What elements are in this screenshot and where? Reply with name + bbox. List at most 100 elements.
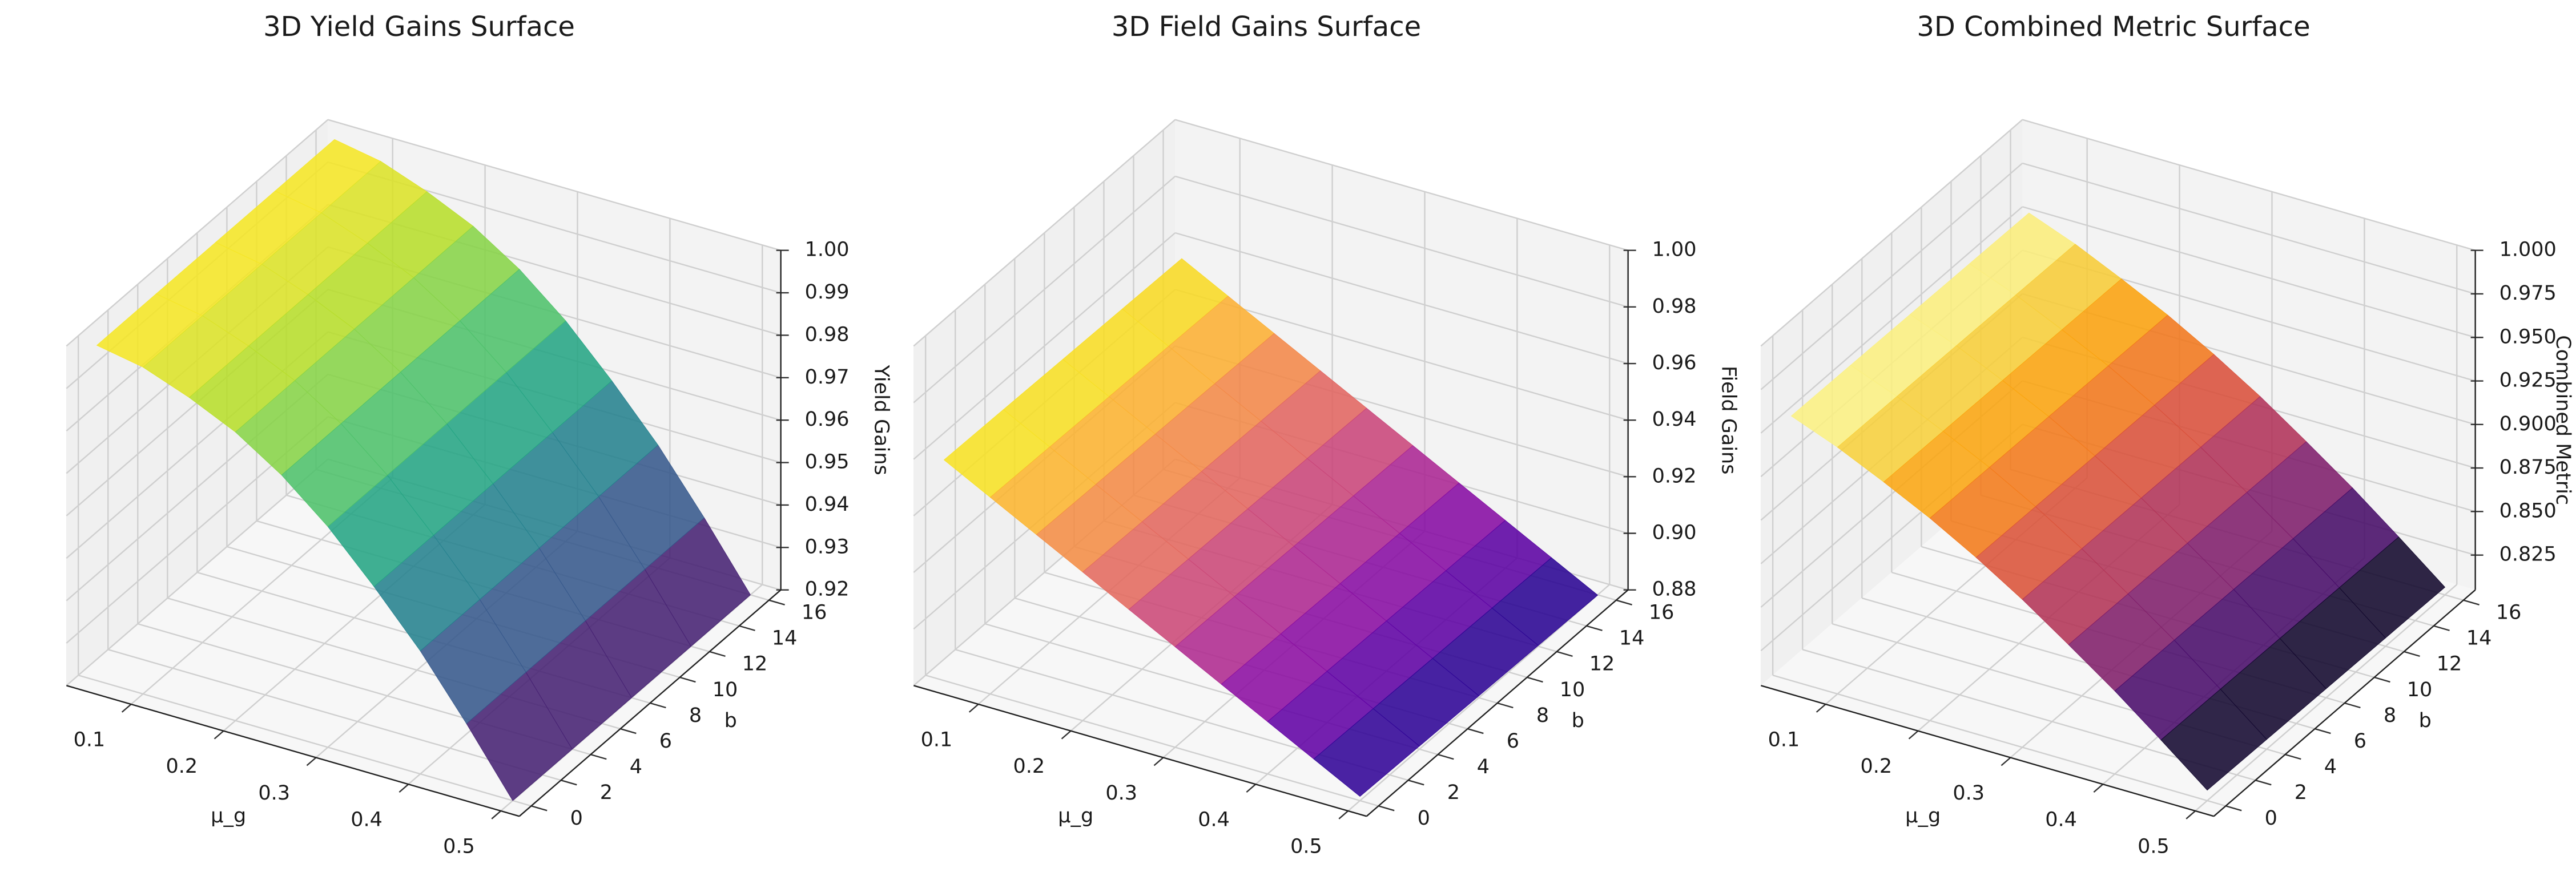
- z-tick-label: 1.00: [805, 239, 850, 261]
- tick-mark: [1556, 651, 1573, 657]
- z-tick-label: 0.900: [2499, 413, 2557, 435]
- tick-mark: [1616, 599, 1632, 605]
- tick-mark: [1586, 625, 1603, 631]
- y-tick-label: 10: [713, 679, 738, 701]
- y-tick-label: 14: [2466, 627, 2492, 650]
- x-axis-line: [913, 685, 1367, 817]
- y-tick-label: 4: [2324, 756, 2337, 778]
- tick-mark: [1378, 805, 1395, 812]
- tick-mark: [1408, 780, 1424, 786]
- x-tick-label: 0.3: [1953, 782, 1985, 805]
- y-tick-label: 2: [600, 781, 613, 804]
- y-axis-label: b: [2419, 709, 2432, 732]
- grid-line: [2022, 162, 2476, 295]
- grid-line: [913, 232, 1176, 460]
- tick-mark: [561, 780, 577, 786]
- grid-line: [1772, 675, 2226, 807]
- z-axis-label: Combined Metric: [2551, 335, 2574, 505]
- z-tick-label: 0.850: [2499, 499, 2557, 522]
- x-tick-label: 0.1: [1768, 728, 1800, 751]
- y-tick-label: 10: [1560, 679, 1585, 701]
- tick-mark: [1497, 702, 1514, 709]
- grid-line: [1760, 119, 2023, 347]
- surface-facet: [1313, 708, 1420, 797]
- chart-title: 3D Combined Metric Surface: [1917, 11, 2310, 43]
- y-axis-line: [518, 589, 782, 817]
- tick-mark: [491, 810, 502, 820]
- tick-mark: [2185, 810, 2196, 820]
- grid-line: [1175, 232, 1628, 365]
- grid-line: [1175, 119, 1628, 251]
- tick-mark: [1061, 730, 1072, 740]
- tick-mark: [2404, 651, 2420, 657]
- z-tick-label: 0.97: [805, 366, 850, 389]
- grid-line: [328, 119, 781, 251]
- x-tick-label: 0.5: [2138, 835, 2170, 858]
- z-tick-label: 0.96: [1652, 352, 1697, 374]
- z-tick-label: 0.96: [805, 408, 850, 431]
- y-tick-label: 0: [570, 807, 583, 830]
- x-tick-label: 0.1: [74, 728, 106, 751]
- y-tick-label: 2: [1447, 781, 1460, 804]
- z-tick-label: 1.000: [2499, 239, 2557, 261]
- tick-mark: [2285, 753, 2301, 760]
- y-tick-label: 12: [742, 653, 768, 676]
- x-tick-label: 0.3: [1105, 782, 1137, 805]
- surface-facet: [2160, 688, 2267, 791]
- z-tick-label: 0.88: [1652, 578, 1697, 601]
- tick-mark: [1467, 728, 1484, 734]
- grid-line: [913, 119, 1176, 347]
- z-tick-label: 1.00: [1652, 239, 1697, 261]
- x-tick-label: 0.2: [166, 755, 198, 778]
- z-tick-label: 0.94: [1652, 408, 1697, 431]
- tick-mark: [590, 753, 607, 760]
- x-axis-label: μ_g: [1905, 805, 1941, 827]
- y-tick-label: 10: [2407, 679, 2433, 701]
- grid-line: [2022, 119, 2476, 251]
- tick-mark: [768, 599, 785, 605]
- tick-mark: [2255, 780, 2272, 786]
- z-tick-label: 0.925: [2499, 369, 2557, 392]
- tick-mark: [1816, 704, 1826, 713]
- grid-line: [1175, 175, 1628, 308]
- x-tick-label: 0.4: [351, 809, 383, 831]
- z-axis-label: Field Gains: [1717, 366, 1740, 475]
- tick-mark: [1908, 730, 1919, 740]
- x-axis-label: μ_g: [1058, 805, 1093, 827]
- z-tick-label: 0.98: [1652, 295, 1697, 318]
- z-tick-label: 0.93: [805, 535, 850, 558]
- tick-mark: [1246, 784, 1257, 793]
- z-tick-label: 0.975: [2499, 282, 2557, 305]
- y-tick-label: 16: [802, 602, 827, 624]
- y-axis-line: [1366, 589, 1629, 817]
- tick-mark: [2315, 728, 2331, 734]
- grid-line: [107, 649, 561, 781]
- y-axis-label: b: [724, 709, 737, 732]
- x-axis-line: [66, 685, 520, 817]
- tick-mark: [121, 704, 132, 713]
- x-axis-line: [1761, 685, 2214, 817]
- y-axis-line: [2213, 589, 2476, 817]
- grid-line: [913, 175, 1176, 403]
- tick-mark: [1338, 810, 1349, 820]
- y-tick-label: 4: [630, 756, 642, 778]
- tick-mark: [2093, 784, 2104, 793]
- z-axis-label: Yield Gains: [870, 365, 893, 475]
- y-tick-label: 12: [1589, 653, 1615, 676]
- z-tick-label: 0.875: [2499, 456, 2557, 479]
- chart-title: 3D Yield Gains Surface: [263, 11, 575, 43]
- grid-line: [66, 458, 329, 687]
- y-tick-label: 8: [689, 704, 702, 727]
- x-tick-label: 0.5: [443, 835, 475, 858]
- z-tick-label: 0.94: [805, 493, 850, 516]
- y-tick-label: 2: [2295, 781, 2307, 804]
- tick-mark: [306, 757, 317, 766]
- x-axis-label: μ_g: [211, 805, 246, 827]
- y-tick-label: 0: [2265, 807, 2277, 830]
- x-tick-label: 0.2: [1013, 755, 1045, 778]
- tick-mark: [968, 704, 979, 713]
- tick-mark: [739, 625, 755, 631]
- tick-mark: [2374, 676, 2390, 683]
- tick-mark: [650, 702, 666, 709]
